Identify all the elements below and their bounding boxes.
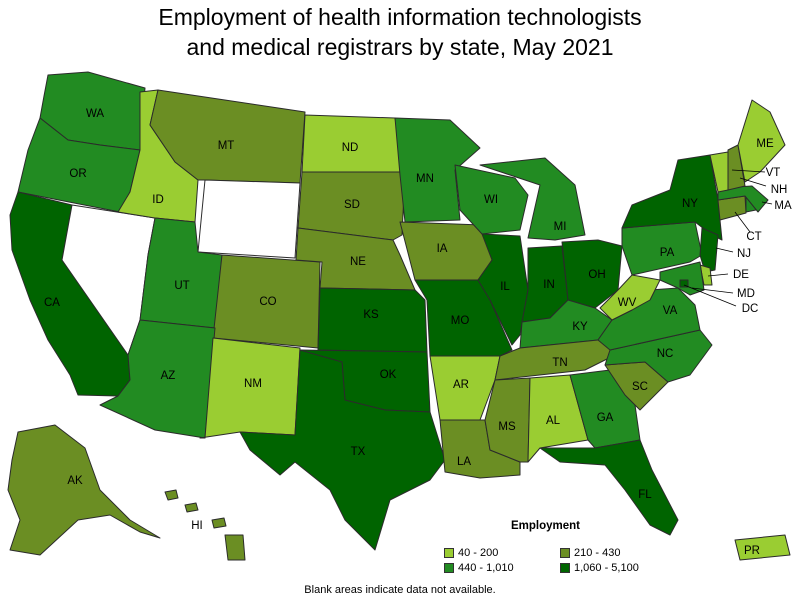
map-title-line-2: and medical registrars by state, May 202… (186, 34, 614, 60)
legend-swatch (560, 563, 570, 573)
leader-line-NH (739, 177, 767, 187)
state-IL[interactable] (477, 233, 529, 346)
state-label-ME: ME (756, 138, 774, 150)
leader-line-DE (707, 273, 729, 277)
state-label-FL: FL (638, 489, 652, 501)
state-WI[interactable] (454, 164, 529, 235)
state-AR[interactable] (429, 355, 501, 421)
state-label-DC: DC (742, 303, 759, 315)
state-label-OK: OK (380, 369, 397, 381)
state-NH[interactable] (727, 144, 746, 191)
state-label-ID: ID (152, 194, 164, 206)
state-WV[interactable] (599, 274, 661, 321)
state-label-IL: IL (500, 281, 510, 293)
state-label-PR: PR (744, 545, 760, 557)
state-AK[interactable] (7, 424, 161, 556)
state-TX[interactable] (239, 349, 446, 551)
state-label-AR: AR (453, 379, 469, 391)
leader-line-MD (691, 287, 734, 294)
legend-label: 40 - 200 (458, 547, 499, 559)
state-label-KY: KY (572, 321, 588, 333)
state-label-KS: KS (363, 309, 379, 321)
leader-line-DC (683, 284, 737, 307)
state-label-AL: AL (546, 415, 561, 427)
legend-swatch (560, 548, 570, 558)
state-label-AK: AK (67, 475, 83, 487)
state-label-GA: GA (597, 412, 614, 424)
state-label-MD: MD (737, 288, 755, 300)
state-ME[interactable] (737, 99, 786, 183)
state-label-MI: MI (554, 221, 567, 233)
state-HI[interactable] (164, 489, 179, 501)
state-label-IA: IA (437, 243, 448, 255)
state-label-SD: SD (344, 199, 360, 211)
state-label-PA: PA (660, 247, 675, 259)
state-label-SC: SC (632, 381, 648, 393)
state-SD[interactable] (297, 171, 406, 241)
state-label-MN: MN (416, 173, 434, 185)
legend-item-1060-5100: 1,060 - 5,100 (560, 562, 639, 574)
data-availability-note: Blank areas indicate data not available. (304, 584, 496, 596)
state-label-ND: ND (342, 142, 359, 154)
state-label-HI: HI (191, 520, 203, 532)
leader-line-VT (731, 169, 766, 173)
legend-item-40-200: 40 - 200 (444, 547, 498, 559)
state-label-MS: MS (498, 421, 516, 433)
state-NC[interactable] (604, 329, 713, 383)
state-label-TX: TX (351, 446, 366, 458)
state-label-NE: NE (350, 256, 366, 268)
state-label-MA: MA (774, 200, 792, 212)
state-label-NC: NC (657, 348, 674, 360)
state-label-VA: VA (663, 305, 678, 317)
state-MN[interactable] (394, 117, 481, 223)
state-label-NM: NM (244, 378, 262, 390)
legend-item-440-1010: 440 - 1,010 (444, 562, 514, 574)
state-AL[interactable] (527, 374, 589, 463)
map-title-line-1: Employment of health information technol… (158, 4, 642, 30)
legend-item-210-430: 210 - 430 (560, 547, 620, 559)
state-label-WV: WV (618, 297, 637, 309)
map-title: Employment of health information technol… (0, 2, 800, 62)
legend-swatch (444, 563, 454, 573)
state-label-DE: DE (733, 269, 749, 281)
state-label-OH: OH (588, 269, 605, 281)
state-label-WA: WA (86, 108, 104, 120)
state-MI[interactable] (479, 157, 586, 241)
state-HI[interactable] (211, 517, 227, 529)
state-label-OR: OR (69, 168, 86, 180)
leader-line-CT (734, 211, 751, 233)
legend-swatch (444, 548, 454, 558)
state-label-CT: CT (746, 231, 761, 243)
state-label-WI: WI (484, 194, 498, 206)
state-label-IN: IN (543, 279, 555, 291)
state-label-NH: NH (771, 184, 788, 196)
state-WY[interactable] (197, 179, 301, 259)
legend-title: Employment (511, 520, 581, 532)
state-label-CO: CO (259, 296, 276, 308)
leader-line-MA (761, 201, 773, 205)
state-MS[interactable] (484, 377, 531, 463)
state-PR[interactable] (734, 534, 791, 561)
state-label-TN: TN (552, 357, 567, 369)
state-KS[interactable] (317, 287, 428, 353)
state-label-AZ: AZ (161, 370, 176, 382)
state-label-MT: MT (218, 140, 235, 152)
state-FL[interactable] (539, 439, 679, 536)
state-label-VT: VT (766, 167, 781, 179)
state-label-UT: UT (174, 280, 189, 292)
state-MD[interactable] (659, 261, 705, 296)
state-label-CA: CA (44, 297, 60, 309)
state-HI[interactable] (224, 534, 246, 561)
state-label-NJ: NJ (737, 248, 751, 260)
state-HI[interactable] (184, 502, 199, 513)
leader-line-NJ (715, 247, 734, 253)
legend-label: 440 - 1,010 (458, 562, 514, 574)
state-label-MO: MO (451, 315, 470, 327)
state-label-NY: NY (682, 198, 698, 210)
legend-label: 1,060 - 5,100 (574, 562, 639, 574)
state-label-LA: LA (457, 456, 471, 468)
legend-label: 210 - 430 (574, 547, 621, 559)
state-MA[interactable] (717, 185, 769, 213)
